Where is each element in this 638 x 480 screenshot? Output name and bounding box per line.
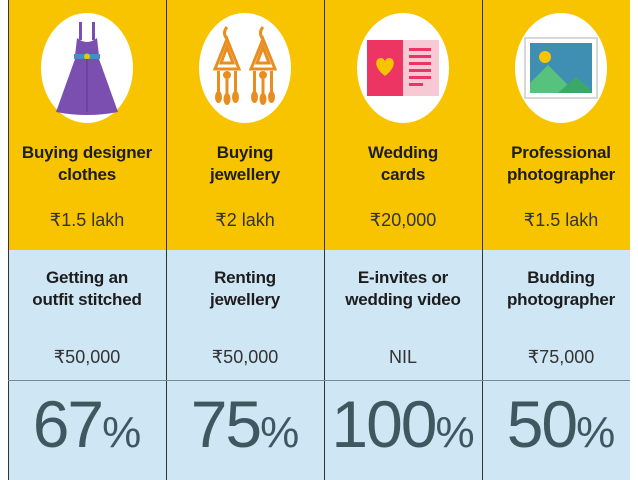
dress-icon <box>56 22 118 115</box>
expensive-title: Professional photographer <box>482 142 638 186</box>
savings-unit: % <box>260 408 300 457</box>
expensive-title-line: Buying <box>216 143 274 162</box>
savings-unit: % <box>102 408 142 457</box>
savings-value: 100 <box>331 387 437 461</box>
expensive-title: Buying designer clothes <box>8 142 166 186</box>
wedding-card-icon <box>367 40 439 96</box>
expensive-title: Buying jewellery <box>166 142 324 186</box>
column-jewellery: Buying jewellery ₹2 lakh Renting jewelle… <box>166 0 322 480</box>
savings-value: 75 <box>190 387 262 461</box>
expensive-price: ₹2 lakh <box>215 210 275 230</box>
alternative-title-line: Getting an <box>45 268 129 287</box>
alternative-price: NIL <box>388 347 417 367</box>
alternative-title-line: Renting <box>214 268 276 287</box>
alternative-title: Getting an outfit stitched <box>8 267 166 311</box>
expensive-title-line: cards <box>380 165 426 184</box>
expensive-title-line: photographer <box>506 165 616 184</box>
savings-unit: % <box>435 408 475 457</box>
savings-unit: % <box>576 408 616 457</box>
expensive-price: ₹20,000 <box>369 210 437 230</box>
expensive-price: ₹1.5 lakh <box>49 210 125 230</box>
expensive-price: ₹1.5 lakh <box>523 210 599 230</box>
alternative-title-line: wedding video <box>345 290 461 309</box>
expensive-title-line: Wedding <box>367 143 439 162</box>
alternative-title-line: Budding <box>527 268 595 287</box>
alternative-price: ₹50,000 <box>211 347 279 367</box>
alternative-price: ₹50,000 <box>53 347 121 367</box>
savings-percent: 100% <box>324 384 482 473</box>
expensive-title-line: clothes <box>57 165 117 184</box>
savings-value: 67 <box>32 387 104 461</box>
savings-value: 50 <box>506 387 578 461</box>
alternative-price: ₹75,000 <box>527 347 595 367</box>
expensive-title-line: Professional <box>511 143 611 162</box>
alternative-title-line: photographer <box>506 290 616 309</box>
alternative-title: Renting jewellery <box>166 267 324 311</box>
alternative-title-line: outfit stitched <box>32 290 142 309</box>
column-divider <box>324 0 325 480</box>
savings-percent: 67% <box>8 384 166 473</box>
alternative-title: E-invites or wedding video <box>324 267 482 311</box>
icon-circle <box>515 13 607 123</box>
column-divider <box>8 0 9 480</box>
savings-percent: 50% <box>482 384 638 473</box>
expensive-title: Wedding cards <box>324 142 482 186</box>
photo-icon <box>524 37 598 99</box>
alternative-title: Budding photographer <box>482 267 638 311</box>
column-cards: Wedding cards ₹20,000 E-invites or weddi… <box>324 0 480 480</box>
column-divider <box>482 0 483 480</box>
alternative-band <box>8 250 630 480</box>
icon-circle <box>41 13 133 123</box>
column-photographer: Professional photographer ₹1.5 lakh Budd… <box>482 0 638 480</box>
row-divider <box>8 380 630 381</box>
expensive-title-line: Buying designer <box>21 143 153 162</box>
expensive-title-line: jewellery <box>209 165 281 184</box>
icon-circle <box>199 13 291 123</box>
alternative-title-line: E-invites or <box>357 268 449 287</box>
column-clothes: Buying designer clothes ₹1.5 lakh Gettin… <box>8 0 164 480</box>
column-divider <box>166 0 167 480</box>
alternative-title-line: jewellery <box>209 290 281 309</box>
savings-percent: 75% <box>166 384 324 473</box>
icon-circle <box>357 13 449 123</box>
earrings-icon <box>212 26 278 105</box>
